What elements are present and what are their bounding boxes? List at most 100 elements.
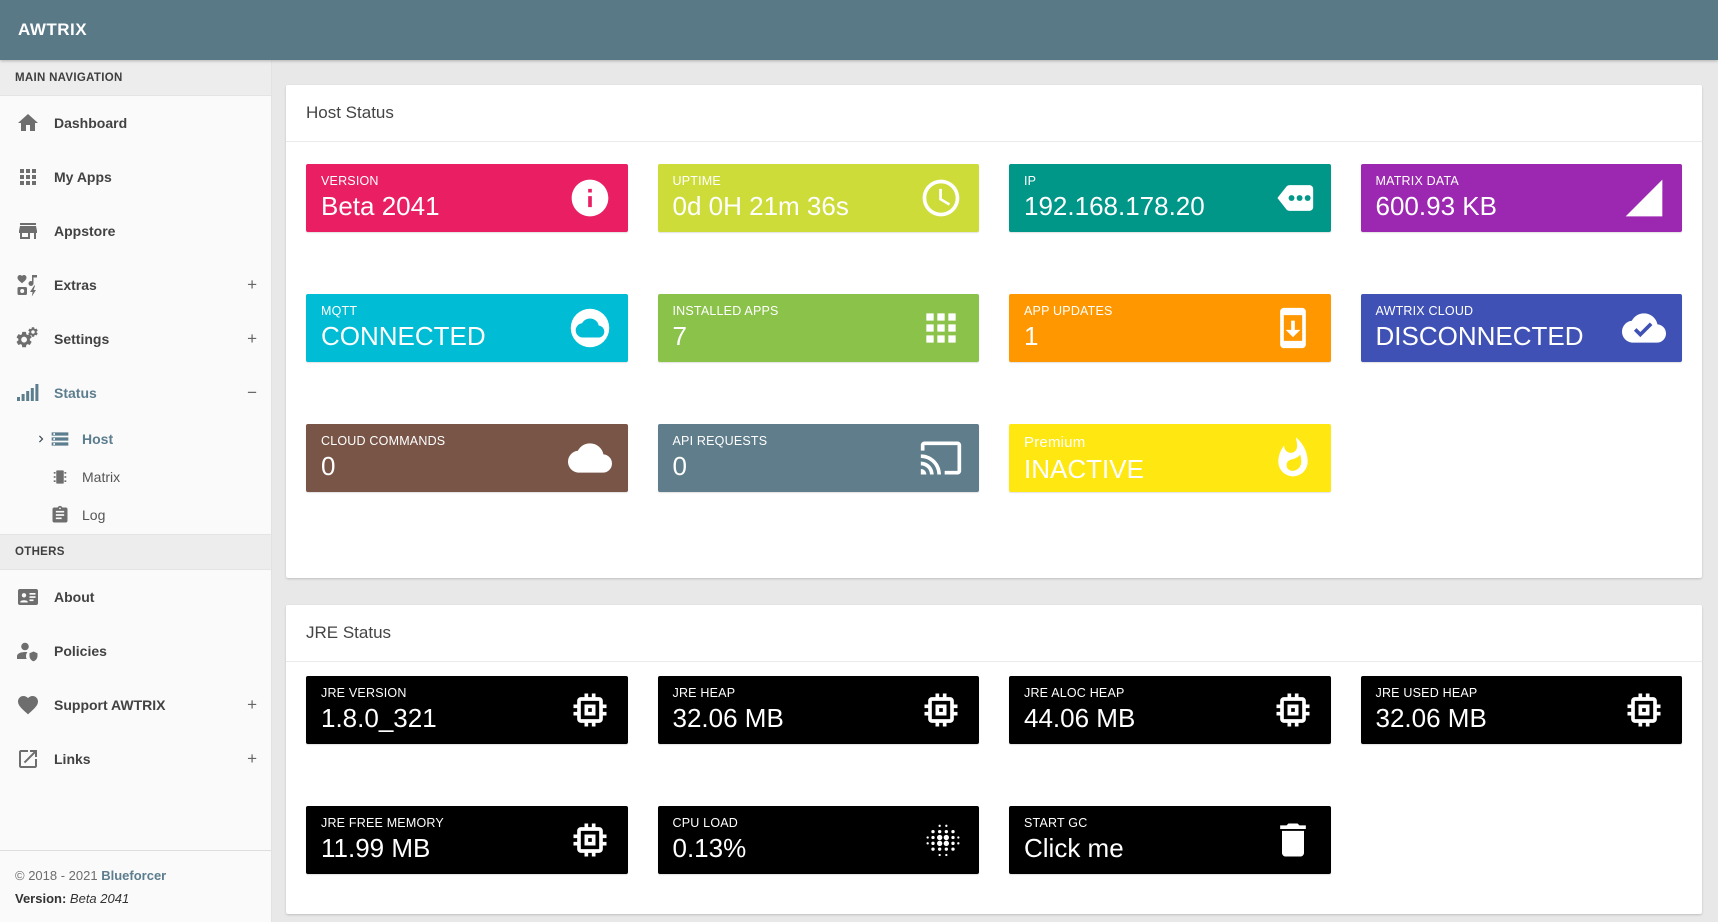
tile-label: MATRIX DATA <box>1375 174 1459 188</box>
clock-icon <box>919 176 963 220</box>
chip-icon <box>568 818 612 862</box>
id-card-icon <box>16 585 40 609</box>
sidebar-subitem-matrix[interactable]: Matrix <box>0 458 271 496</box>
sidebar-item-my-apps[interactable]: My Apps <box>0 150 271 204</box>
tile-label: MQTT <box>321 304 358 318</box>
blueforcer-link[interactable]: Blueforcer <box>101 868 167 883</box>
tile-jre-used-heap: JRE USED HEAP 32.06 MB <box>1360 676 1682 744</box>
fire-icon <box>1271 436 1315 480</box>
tile-jre-heap: JRE HEAP 32.06 MB <box>657 676 979 744</box>
expand-plus-icon[interactable]: + <box>247 695 257 714</box>
sidebar-item-settings[interactable]: Settings + <box>0 312 271 366</box>
sidebar-footer: © 2018 - 2021 Blueforcer Version: Beta 2… <box>0 850 271 922</box>
tile-mqtt: MQTT CONNECTED <box>306 294 628 362</box>
tile-app-updates: APP UPDATES 1 <box>1009 294 1331 362</box>
sidebar-item-label: Settings <box>54 331 110 347</box>
expand-plus-icon[interactable]: + <box>247 749 257 768</box>
tile-ip: IP 192.168.178.20 <box>1009 164 1331 232</box>
tile-label: START GC <box>1024 816 1088 830</box>
cast-icon <box>919 436 963 480</box>
info-icon <box>568 176 612 220</box>
chip-icon <box>1622 688 1666 732</box>
expand-plus-icon[interactable]: + <box>247 275 257 294</box>
sidebar-item-appstore[interactable]: Appstore <box>0 204 271 258</box>
tile-label: JRE USED HEAP <box>1375 686 1478 700</box>
sidebar-item-label: Support AWTRIX <box>54 697 166 713</box>
tile-value: DISCONNECTED <box>1375 321 1584 351</box>
tile-value: Click me <box>1024 833 1124 863</box>
tile-value: 32.06 MB <box>672 703 784 733</box>
tile-value: 0 <box>672 451 687 481</box>
app-header: AWTRIX <box>0 0 1718 60</box>
tile-label: JRE FREE MEMORY <box>321 816 444 830</box>
sidebar-item-label: My Apps <box>54 169 112 185</box>
chip-icon <box>919 688 963 732</box>
tile-label: AWTRIX CLOUD <box>1375 304 1474 318</box>
sidebar-item-links[interactable]: Links + <box>0 732 271 786</box>
heart-icon <box>16 693 40 717</box>
tile-premium: Premium INACTIVE <box>1009 424 1331 492</box>
sidebar-item-about[interactable]: About <box>0 570 271 624</box>
sidebar-subitem-label: Matrix <box>82 469 121 485</box>
message-tag-icon <box>1271 176 1315 220</box>
collapse-minus-icon[interactable]: − <box>247 383 257 402</box>
tile-jre-free-memory: JRE FREE MEMORY 11.99 MB <box>306 806 628 874</box>
jre-status-header: JRE Status <box>286 605 1702 662</box>
sidebar: MAIN NAVIGATION Dashboard My Apps Appsto… <box>0 60 272 922</box>
chip-icon <box>568 688 612 732</box>
tile-value: 1 <box>1024 321 1039 351</box>
bars-icon <box>16 381 40 405</box>
brand-logo[interactable]: AWTRIX <box>18 20 88 39</box>
tile-value: INACTIVE <box>1024 454 1144 484</box>
sidebar-subitem-label: Host <box>82 431 114 447</box>
sidebar-item-label: Appstore <box>54 223 116 239</box>
tile-value: 44.06 MB <box>1024 703 1136 733</box>
sidebar-item-label: Dashboard <box>54 115 128 131</box>
tile-value: 192.168.178.20 <box>1024 191 1205 221</box>
main-content: Host Status VERSION Beta 2041 UPTIME 0d … <box>272 60 1718 922</box>
tile-value: 11.99 MB <box>321 833 431 863</box>
host-status-body: VERSION Beta 2041 UPTIME 0d 0H 21m 36s I… <box>286 142 1702 578</box>
apps-grid-icon <box>919 306 963 350</box>
version-line: Version: Beta 2041 <box>15 891 130 907</box>
external-link-icon <box>16 747 40 771</box>
dots-icon <box>923 820 963 860</box>
clipboard-icon <box>50 505 70 525</box>
tile-value: 32.06 MB <box>1375 703 1487 733</box>
tile-label: VERSION <box>321 174 379 188</box>
tile-value: 7 <box>672 321 687 351</box>
tile-jre-aloc-heap: JRE ALOC HEAP 44.06 MB <box>1009 676 1331 744</box>
sidebar-subitem-log[interactable]: Log <box>0 496 271 534</box>
tile-version: VERSION Beta 2041 <box>306 164 628 232</box>
home-icon <box>16 111 40 135</box>
host-status-header: Host Status <box>286 85 1702 142</box>
sidebar-item-policies[interactable]: Policies <box>0 624 271 678</box>
tile-label: UPTIME <box>672 174 721 188</box>
tile-value: Beta 2041 <box>321 191 440 221</box>
tile-start-gc[interactable]: START GC Click me <box>1009 806 1331 874</box>
sidebar-item-dashboard[interactable]: Dashboard <box>0 96 271 150</box>
tile-awtrix-cloud: AWTRIX CLOUD DISCONNECTED <box>1360 294 1682 362</box>
tile-value: 0d 0H 21m 36s <box>672 191 849 221</box>
grid-icon <box>16 165 40 189</box>
cloud-circle-icon <box>568 306 612 350</box>
store-icon <box>16 219 40 243</box>
tile-value: 0.13% <box>672 833 747 863</box>
panel-title: JRE Status <box>306 623 392 642</box>
tile-cloud-commands: CLOUD COMMANDS 0 <box>306 424 628 492</box>
extras-icon <box>16 273 40 297</box>
sidebar-item-label: Extras <box>54 277 97 293</box>
sidebar-item-status[interactable]: Status − <box>0 366 271 420</box>
sidebar-item-support-awtrix[interactable]: Support AWTRIX + <box>0 678 271 732</box>
tile-value: 0 <box>321 451 336 481</box>
server-icon <box>50 429 70 449</box>
sidebar-item-extras[interactable]: Extras + <box>0 258 271 312</box>
sidebar-subitem-host[interactable]: Host <box>0 420 271 458</box>
expand-plus-icon[interactable]: + <box>247 329 257 348</box>
tile-label: APP UPDATES <box>1024 304 1113 318</box>
gears-icon <box>16 327 40 351</box>
sidebar-item-label: Links <box>54 751 91 767</box>
user-shield-icon <box>16 639 40 663</box>
status-submenu: Host Matrix Log <box>0 420 271 534</box>
jre-status-panel: JRE Status JRE VERSION 1.8.0_321 JRE HEA… <box>286 605 1702 914</box>
